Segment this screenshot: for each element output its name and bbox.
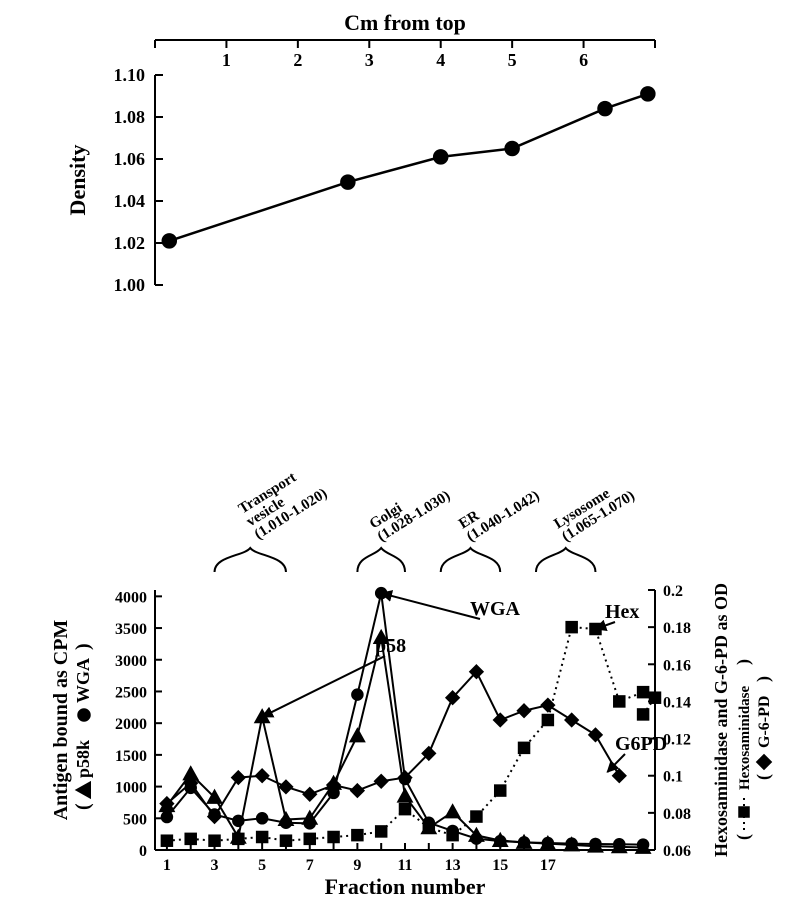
label-p58: p58: [375, 635, 406, 657]
svg-text:3000: 3000: [115, 653, 147, 670]
svg-text:p58k: p58k: [73, 740, 93, 778]
svg-text:1.10: 1.10: [114, 65, 146, 85]
svg-text:1000: 1000: [115, 780, 147, 797]
svg-text:0.2: 0.2: [663, 583, 683, 600]
svg-text:Hexosaminidase: Hexosaminidase: [737, 685, 753, 790]
svg-text:2: 2: [293, 50, 302, 70]
svg-text:0.06: 0.06: [663, 843, 691, 860]
svg-text:1: 1: [163, 857, 171, 874]
label-g6pd: G6PD: [615, 733, 667, 755]
arrow-p58: [262, 656, 385, 717]
svg-text:500: 500: [123, 811, 147, 828]
svg-text:0.16: 0.16: [663, 657, 691, 674]
svg-text:6: 6: [579, 50, 588, 70]
svg-text:0: 0: [139, 843, 147, 860]
svg-text:1.06: 1.06: [114, 149, 146, 169]
cm-from-top-label: Cm from top: [344, 10, 466, 35]
svg-text:1.08: 1.08: [114, 107, 146, 127]
svg-text:1.00: 1.00: [114, 275, 146, 295]
fraction-chart: 0 500 1000 1500 2000 2500 3000 3500 4000 0.06 0.08…: [50, 460, 774, 898]
svg-text:4000: 4000: [115, 589, 147, 606]
svg-text:11: 11: [397, 857, 412, 874]
figure-svg: 1.00 1.02 1.04 1.06 1.08 1.10 Density 1 2 3 4 5 6 Cm …: [0, 0, 788, 898]
svg-text:5: 5: [258, 857, 266, 874]
svg-text:7: 7: [306, 857, 314, 874]
od-ylabel: Hexosaminidase and G-6-PD as OD: [711, 583, 731, 857]
svg-text:(: (: [72, 803, 94, 810]
svg-text:G-6-PD: G-6-PD: [756, 696, 773, 748]
svg-text:4: 4: [436, 50, 445, 70]
svg-text:1500: 1500: [115, 748, 147, 765]
svg-text:0.18: 0.18: [663, 620, 691, 637]
svg-text:(: (: [733, 834, 754, 840]
fraction-xlabel: Fraction number: [325, 874, 486, 898]
svg-text:): ): [753, 676, 774, 682]
svg-text:5: 5: [508, 50, 517, 70]
cpm-ylabel: Antigen bound as CPM: [50, 620, 72, 821]
svg-text:3500: 3500: [115, 621, 147, 638]
svg-text:3: 3: [211, 857, 219, 874]
svg-text:2000: 2000: [115, 716, 147, 733]
svg-text:0.1: 0.1: [663, 769, 683, 786]
svg-text:0.14: 0.14: [663, 694, 691, 711]
figure: 1.00 1.02 1.04 1.06 1.08 1.10 Density 1 2 3 4 5 6 Cm …: [0, 0, 788, 898]
svg-text:): ): [733, 659, 754, 665]
svg-text:0.08: 0.08: [663, 806, 691, 823]
svg-text:(: (: [753, 774, 774, 780]
svg-text:15: 15: [492, 857, 508, 874]
density-line: [169, 94, 648, 241]
svg-text:WGA: WGA: [73, 658, 93, 703]
label-wga: WGA: [470, 598, 521, 620]
svg-text:1: 1: [222, 50, 231, 70]
svg-text:1.04: 1.04: [114, 191, 146, 211]
svg-text:13: 13: [445, 857, 461, 874]
label-hex: Hex: [605, 601, 639, 623]
svg-text:): ): [72, 643, 94, 650]
arrow-wga: [381, 593, 480, 619]
svg-text:17: 17: [540, 857, 556, 874]
svg-text:3: 3: [365, 50, 374, 70]
density-ylabel: Density: [65, 145, 90, 216]
svg-text:2500: 2500: [115, 684, 147, 701]
density-chart: 1.00 1.02 1.04 1.06 1.08 1.10 Density 1 2 3 4 5 6 Cm …: [65, 10, 655, 295]
svg-text:9: 9: [353, 857, 361, 874]
svg-text:1.02: 1.02: [114, 233, 146, 253]
